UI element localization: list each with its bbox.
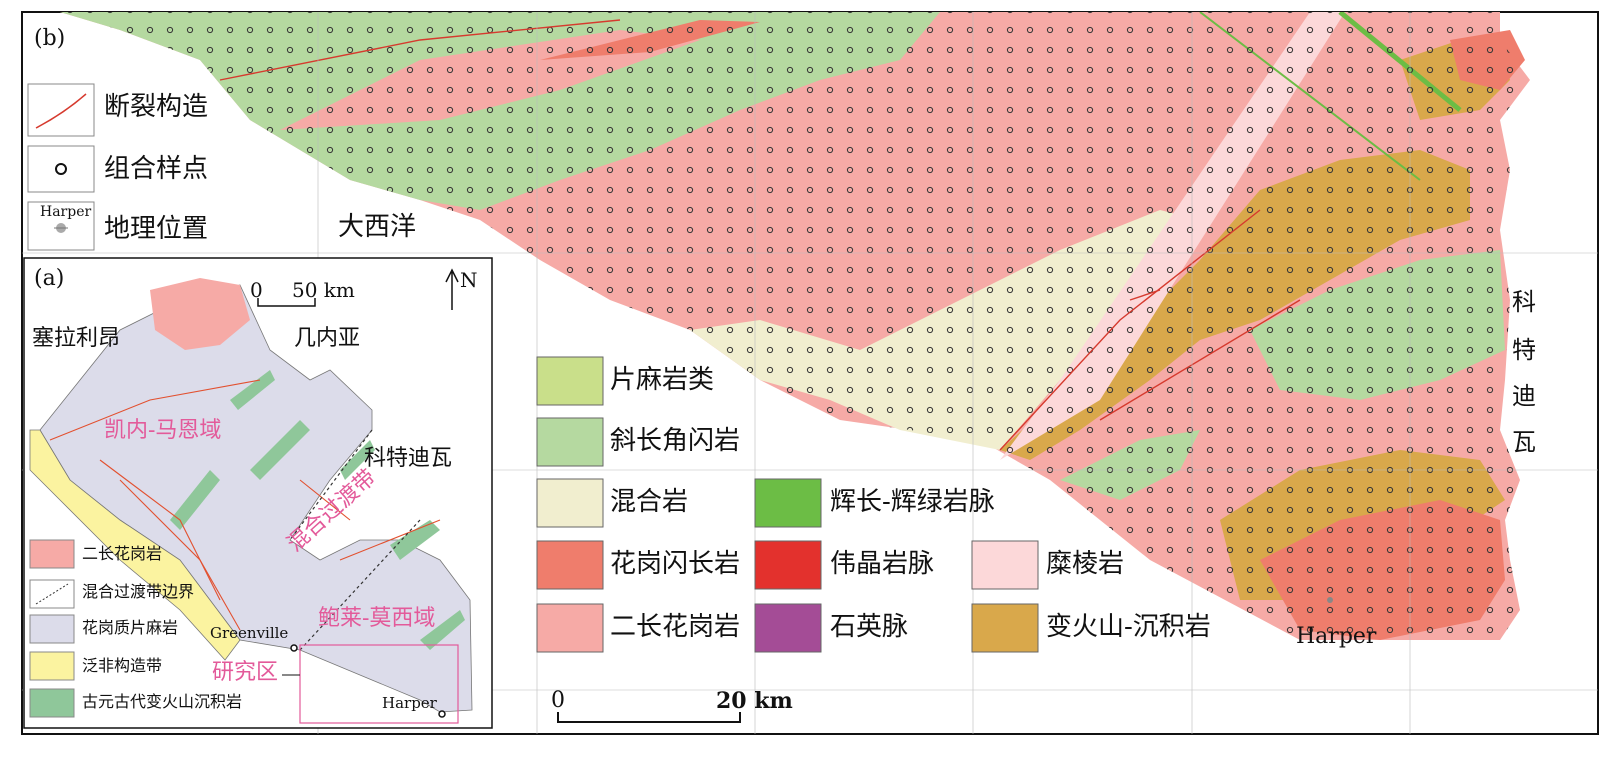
- ocean-label: 大西洋: [338, 212, 417, 242]
- inset-panafrican-belt: [29, 429, 241, 661]
- legend-sample-symbol-box: [27, 145, 95, 193]
- swatch-mylonite: [971, 540, 1039, 590]
- inset-scale-end: 50 km: [292, 278, 355, 302]
- lith-label-granodiorite: 花岗闪长岩: [610, 549, 741, 579]
- north-label: N: [460, 268, 478, 292]
- inset-metavolcanic-strips: [170, 370, 465, 650]
- inset-legend-boundary: 混合过渡带边界: [82, 582, 195, 601]
- swatch-gneiss: [536, 356, 604, 406]
- swatch-metavolcanic: [971, 603, 1039, 653]
- lith-label-amphibolite: 斜长角闪岩: [610, 426, 741, 456]
- cote-divoire-label: 科特迪瓦: [364, 446, 453, 471]
- inset-faults: [49, 379, 441, 631]
- sample-point-icon: [55, 163, 67, 175]
- lith-label-quartz-vein: 石英脉: [830, 612, 909, 642]
- panel-b-geology: [22, 12, 1598, 734]
- swatch-monzogranite: [536, 603, 604, 653]
- inset-legend-granitic-gneiss: 花岗质片麻岩: [82, 618, 179, 637]
- baoule-mossi-label: 鲍莱-莫西域: [318, 606, 436, 631]
- country-right-3: 迪: [1512, 382, 1536, 410]
- lith-label-metavolcanic: 变火山-沉积岩: [1046, 612, 1211, 642]
- inset-swatch-granitic-gneiss: [29, 614, 75, 644]
- country-right-2: 特: [1512, 336, 1536, 364]
- panel-b-label: (b): [34, 26, 66, 51]
- inset-swatch-monzogranite: [29, 539, 75, 569]
- greenville-label: Greenville: [210, 624, 289, 642]
- inset-scale-bar: [257, 298, 316, 307]
- panel-a-label: (a): [34, 266, 65, 291]
- legend-location-sublabel: Harper: [40, 204, 92, 220]
- lith-label-gabbro-dyke: 辉长-辉绿岩脉: [830, 487, 995, 517]
- lith-label-migmatite: 混合岩: [610, 487, 689, 517]
- swatch-granodiorite: [536, 540, 604, 590]
- inset-legend-panafrican: 泛非构造带: [82, 656, 163, 675]
- lith-label-pegmatite: 伟晶岩脉: [830, 549, 935, 579]
- lith-label-mylonite: 糜棱岩: [1046, 549, 1125, 579]
- north-arrow-icon: [445, 268, 459, 310]
- swatch-migmatite: [536, 478, 604, 528]
- inset-scale-zero: 0: [250, 278, 263, 302]
- legend-sample-label: 组合样点: [104, 154, 209, 184]
- swatch-pegmatite: [754, 540, 822, 590]
- panel-b-scale-bar: [557, 712, 741, 723]
- study-area-box: [299, 644, 459, 724]
- harper-label: Harper: [1296, 624, 1377, 649]
- legend-fault-label: 断裂构造: [104, 92, 209, 122]
- legend-location-label: 地理位置: [104, 214, 209, 244]
- country-right-1: 科: [1512, 288, 1536, 316]
- inset-transition-boundaries: [289, 429, 421, 651]
- swatch-quartz-vein: [754, 603, 822, 653]
- lith-label-gneiss: 片麻岩类: [610, 365, 715, 395]
- guinea-label: 几内亚: [294, 326, 361, 351]
- fault-lines: [219, 19, 1301, 451]
- legend-fault-symbol-box: [27, 83, 95, 137]
- greenville-marker: [290, 644, 298, 652]
- harper-inset-label: Harper: [382, 694, 437, 712]
- inset-legend-metavolcanic: 古元古代变火山沉积岩: [82, 692, 243, 711]
- kenema-man-label: 凯内-马恩域: [104, 418, 222, 443]
- sierra-leone-label: 塞拉利昂: [32, 326, 121, 351]
- inset-swatch-panafrican: [29, 651, 75, 681]
- harper-marker: [1327, 597, 1333, 603]
- fault-line-icon: [35, 93, 87, 129]
- sample-point-grid: [60, 12, 1530, 640]
- inset-swatch-metavolcanic: [29, 688, 75, 718]
- inset-legend-monzogranite: 二长花岗岩: [82, 544, 163, 563]
- swatch-amphibolite: [536, 417, 604, 467]
- study-area-label: 研究区: [212, 660, 279, 685]
- country-right-4: 瓦: [1512, 428, 1536, 456]
- harper-inset-marker: [438, 710, 446, 718]
- lith-label-monzogranite: 二长花岗岩: [610, 612, 741, 642]
- scale-b-zero: 0: [551, 688, 565, 713]
- panel-a-inset: [23, 257, 493, 729]
- inset-monzogranite: [150, 278, 250, 350]
- scale-b-end: 20 km: [716, 688, 793, 714]
- swatch-gabbro-dyke: [754, 478, 822, 528]
